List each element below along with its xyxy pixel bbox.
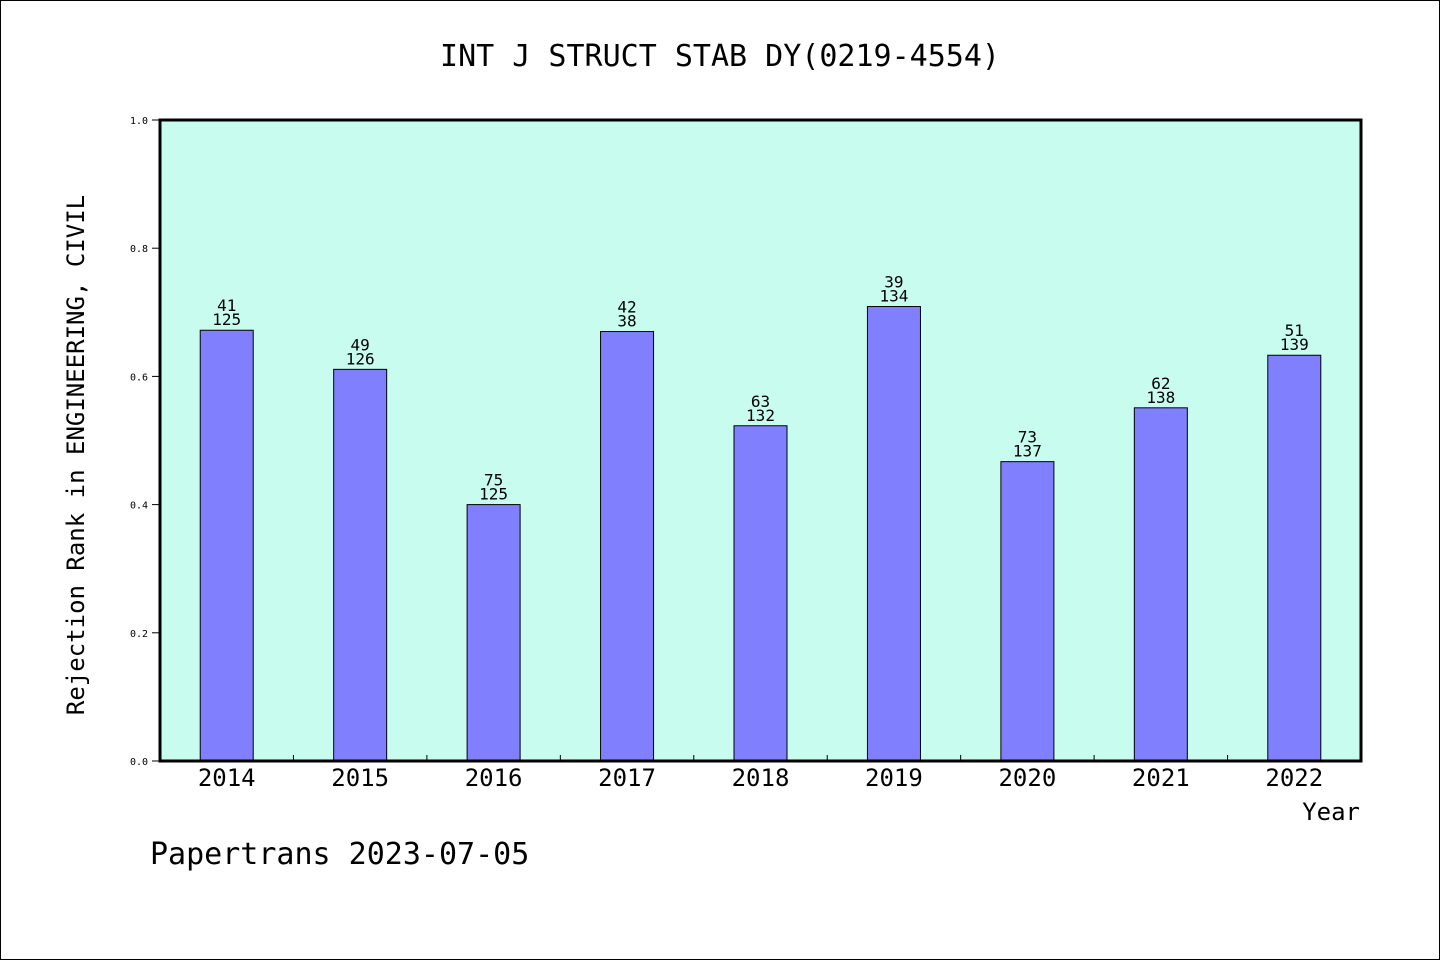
bar-label-bottom: 139 [1280,335,1309,354]
x-tick-label: 2016 [465,764,523,792]
bar [600,331,655,762]
bar-label-bottom: 134 [879,287,908,306]
y-tick-label: 0.4 [130,501,148,512]
x-tick-label: 2021 [1132,764,1190,792]
x-tick-label: 2018 [732,764,790,792]
x-tick-label: 2015 [331,764,389,792]
bar [1133,407,1188,762]
y-tick-label: 0.6 [130,372,148,383]
x-tick-label: 2022 [1265,764,1323,792]
chart-title: INT J STRUCT STAB DY(0219-4554) [440,39,1000,74]
bar [733,425,788,762]
bar-label-top: 75 [484,471,503,490]
bar-label-bottom: 38 [617,312,636,331]
x-axis-label: Year [1302,798,1360,826]
bar-series [199,306,1322,762]
bar-label-top: 42 [617,298,636,317]
x-tick-label: 2017 [598,764,656,792]
bar-label-bottom: 125 [479,485,508,504]
footer-text: Papertrans 2023-07-05 [150,837,529,872]
bar-label-bottom: 125 [212,310,241,329]
bar-label-top: 39 [884,273,903,292]
y-tick-label: 0.0 [130,757,148,768]
x-tick-label: 2014 [198,764,256,792]
bar-label-bottom: 137 [1013,442,1042,461]
bar-label-top: 51 [1285,321,1304,340]
bar-label-top: 62 [1151,374,1170,393]
bar [333,368,388,762]
bar-label-bottom: 132 [746,406,775,425]
bar-label-top: 73 [1018,428,1037,447]
bar [199,329,254,762]
y-axis-label: Rejection Rank in ENGINEERING, CIVIL [62,195,90,715]
y-tick-label: 0.2 [130,629,148,640]
plot-border [158,118,1363,763]
bar-label-bottom: 138 [1146,388,1175,407]
bar-label-top: 63 [751,392,770,411]
x-tick-label: 2019 [865,764,923,792]
y-tick-label: 1.0 [130,116,148,127]
bar [466,504,521,762]
bar [1267,354,1322,762]
x-tick-label: 2020 [998,764,1056,792]
bar-label-bottom: 126 [346,349,375,368]
x-axis-ticks: 2014 2015 2016 2017 2018 2019 2020 2021 2022 [198,755,1323,792]
bar-label-top: 41 [217,296,236,315]
y-axis-ticks: 0.0 0.2 0.4 0.6 0.8 1.0 [130,116,160,768]
bar [866,306,921,762]
y-tick-label: 0.8 [130,244,148,255]
bar [1000,461,1055,762]
bar-label-top: 49 [351,335,370,354]
bar-labels: 4112549126751254238631323913473137621385… [212,273,1308,504]
